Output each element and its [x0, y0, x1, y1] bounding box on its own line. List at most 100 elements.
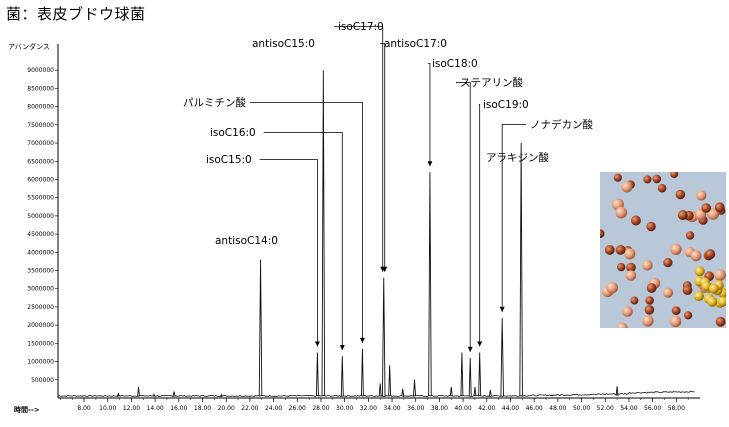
bacterium-cell [646, 283, 657, 293]
bacteria-cells [600, 172, 726, 328]
peak [340, 356, 344, 397]
peak [388, 365, 392, 397]
leader-line [428, 63, 431, 167]
y-tick-label: 4500000 [27, 231, 54, 238]
peak-label: ノナデカン酸 [530, 118, 593, 131]
bacterium-cell [684, 311, 693, 320]
x-tick-label: 50.00 [573, 405, 590, 412]
x-tick-label: 40.00 [455, 405, 472, 412]
bacterium-cell [715, 316, 726, 327]
leader-line [479, 104, 481, 347]
peak [137, 387, 140, 397]
x-axis-label: 時間--> [14, 406, 40, 414]
bacterium-cell [696, 190, 707, 201]
peak [321, 70, 326, 397]
bacterium-cell [682, 285, 693, 295]
bacterium-cell [670, 172, 679, 179]
peak-label: isoC19:0 [483, 99, 529, 111]
bacterium-cell [616, 322, 628, 328]
x-tick-label: 58.00 [668, 405, 685, 412]
bacterium-cell-yellow [708, 283, 719, 294]
y-tick-label: 5500000 [27, 195, 54, 202]
peak [488, 389, 492, 397]
arrow-head [467, 346, 473, 352]
y-tick-label: 1000000 [27, 359, 54, 366]
peak [500, 317, 504, 397]
bacterium-cell [714, 269, 726, 281]
arrow-head [382, 266, 388, 272]
peak [413, 379, 416, 397]
bacterium-cell [701, 203, 711, 213]
bacterium-cell [613, 173, 622, 182]
bacteria-micrograph [600, 172, 726, 328]
x-tick-label: 20.00 [218, 405, 235, 412]
bacterium-cell [615, 206, 628, 219]
arrow-head [314, 341, 320, 347]
bacterium-cell-yellow [694, 266, 705, 277]
y-tick-label: 7500000 [27, 122, 54, 129]
peak-label: isoC15:0 [206, 154, 252, 166]
bacterium-cell [669, 315, 682, 328]
bacterium-cell [626, 262, 636, 273]
chart-title: 菌：表皮ブドウ球菌 [6, 5, 146, 23]
x-tick-label: 44.00 [502, 405, 519, 412]
peak-label: antisoC14:0 [215, 235, 278, 247]
x-tick-label: 16.00 [170, 405, 187, 412]
peak [258, 259, 263, 397]
x-tick-label: 14.00 [147, 405, 164, 412]
x-tick-label: 38.00 [431, 405, 448, 412]
leader-line [456, 82, 471, 352]
arrow-head [477, 341, 483, 347]
bacterium-cell [646, 221, 656, 232]
peak [152, 393, 156, 397]
y-tick-label: 9000000 [27, 67, 54, 74]
bacterium-cell-yellow [707, 296, 718, 307]
peak [220, 393, 223, 397]
x-tick-label: 36.00 [407, 405, 424, 412]
bacterium-cell [644, 305, 655, 315]
bacterium-cell [663, 258, 673, 268]
peak [473, 387, 477, 397]
peak-label: antisoC17:0 [384, 38, 447, 50]
bacterium-cell [625, 270, 637, 281]
bacterium-cell [621, 181, 633, 193]
leader-line [259, 159, 318, 347]
bacterium-cell [615, 245, 626, 255]
bacterium-cell [606, 281, 618, 294]
peak-label: アラキジン酸 [486, 151, 549, 164]
x-tick-label: 46.00 [526, 405, 543, 412]
bacterium-cell [630, 215, 641, 226]
y-axis-label: アバンダンス [8, 43, 50, 51]
peak [378, 383, 382, 397]
y-tick-label: 3000000 [27, 286, 54, 293]
arrow-head [359, 337, 365, 343]
peak [428, 172, 432, 397]
chromatogram-trace [57, 70, 695, 397]
y-tick-label: 8000000 [27, 104, 54, 111]
y-tick-label: 6500000 [27, 158, 54, 165]
bacterium-cell-yellow [701, 281, 712, 291]
y-ticks: 500000 1000000 1500000 2000000 2500000 300000… [27, 67, 58, 384]
x-tick-label: 28.00 [312, 405, 329, 412]
peak [519, 143, 523, 397]
y-tick-label: 8500000 [27, 85, 54, 92]
peak [550, 394, 554, 397]
leader-line [380, 43, 386, 272]
peak [172, 391, 176, 397]
peak [381, 277, 386, 397]
baseline [57, 390, 695, 397]
y-tick-label: 5000000 [27, 213, 54, 220]
x-tick-label: 52.00 [597, 405, 614, 412]
leader-line [250, 102, 363, 343]
peak [478, 352, 482, 397]
x-tick-label: 10.00 [99, 405, 116, 412]
y-tick-label: 500000 [31, 377, 54, 384]
x-tick-label: 34.00 [383, 405, 400, 412]
y-tick-label: 2000000 [27, 322, 54, 329]
peak [460, 352, 464, 397]
y-tick-label: 7000000 [27, 140, 54, 147]
peak [401, 388, 405, 397]
peak [315, 352, 319, 397]
x-ticks: 8.00 10.00 12.00 14.00 16.00 18.00 20.00 22.00 2… [60, 398, 689, 412]
